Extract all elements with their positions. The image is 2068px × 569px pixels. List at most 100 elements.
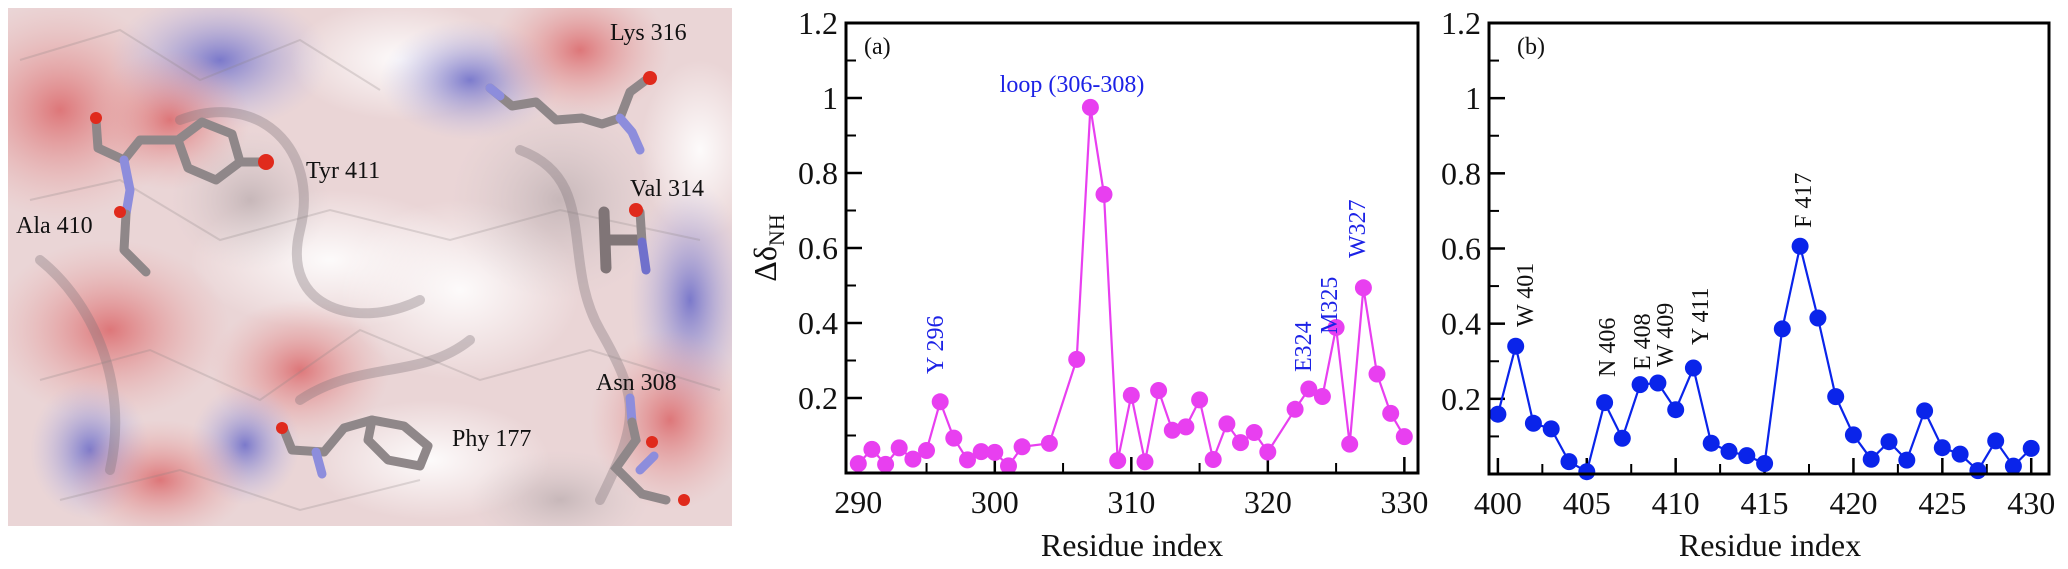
data-point: [1684, 359, 1702, 377]
y-tick-label: 0.8: [798, 155, 838, 191]
y-tick-label: 1: [822, 80, 838, 116]
tyr411-ala410-stick: [90, 112, 274, 277]
annotation-n406: N 406: [1595, 318, 1621, 377]
data-point: [1773, 320, 1791, 338]
annotation-f417: F 417: [1791, 173, 1817, 228]
data-point: [1880, 433, 1898, 451]
chart-b-annotations: W 401 N 406 E 408 W 409 Y 411 F 417: [1513, 173, 1817, 377]
data-point: [1738, 447, 1756, 465]
x-tick-label: 405: [1563, 485, 1611, 521]
data-point: [918, 442, 935, 459]
residue-label-tyr411: Tyr 411: [306, 158, 380, 184]
data-point: [1245, 424, 1263, 441]
y-tick-label: 0.2: [1441, 381, 1481, 417]
data-point: [1204, 451, 1222, 468]
data-point: [1327, 319, 1345, 336]
y-axis-title-subscript: NH: [764, 214, 789, 246]
annotation-w327: W327: [1345, 199, 1371, 258]
val314-stick: [598, 203, 651, 275]
residue-label-asn308: Asn 308: [596, 370, 677, 396]
data-point: [1163, 421, 1181, 439]
residue-label-phy177: Phy 177: [452, 426, 531, 452]
y-tick-label: 0.8: [1441, 155, 1481, 191]
data-point: [1354, 279, 1372, 297]
chart-b-panel-label: (b): [1517, 34, 1545, 60]
data-point: [1507, 337, 1525, 355]
data-point: [1969, 462, 1987, 480]
x-tick-label: 310: [1107, 484, 1155, 520]
chart-a-panel-label: (a): [864, 34, 891, 60]
data-point: [1122, 386, 1140, 404]
y-tick-label: 0.4: [1441, 306, 1481, 342]
chart-a-plot-frame: [844, 21, 1420, 475]
chart-a-y-axis-title: ΔδNH: [747, 214, 789, 282]
data-point: [1827, 388, 1845, 406]
data-point: [1667, 401, 1685, 419]
data-point: [1933, 439, 1951, 457]
data-point: [1109, 452, 1127, 470]
data-point: [904, 450, 922, 468]
data-point: [1524, 414, 1542, 432]
y-tick-label: 0.4: [798, 305, 838, 341]
x-tick-label: 330: [1380, 484, 1428, 520]
x-tick-label: 420: [1829, 485, 1877, 521]
chart-b-series: [1489, 237, 2040, 481]
series-line: [1496, 245, 2032, 474]
x-tick-label: 320: [1244, 484, 1292, 520]
data-point: [1631, 376, 1649, 394]
annotation-y411: Y 411: [1688, 287, 1714, 345]
data-point: [986, 443, 1004, 461]
data-point: [1916, 402, 1934, 420]
data-point: [1040, 434, 1058, 452]
data-point: [1596, 394, 1614, 412]
phy177-stick: [276, 415, 433, 479]
x-tick-label: 300: [971, 484, 1019, 520]
y-tick-label: 1.2: [1441, 5, 1481, 41]
chart-b-x-axis-title: Residue index: [1679, 527, 1861, 563]
y-tick-label: 1.2: [798, 5, 838, 41]
data-point: [972, 443, 990, 461]
data-point: [1300, 380, 1318, 398]
y-tick-label: 0.2: [798, 380, 838, 416]
annotation-m325: M325: [1317, 277, 1343, 334]
data-point: [1862, 450, 1880, 468]
data-point: [1000, 457, 1017, 475]
data-point: [1649, 374, 1667, 392]
data-point: [1068, 350, 1086, 368]
data-point: [1951, 445, 1969, 463]
annotation-e324: E324: [1291, 321, 1317, 372]
data-point: [1286, 400, 1304, 418]
data-point: [1232, 434, 1249, 452]
x-tick-label: 425: [1918, 485, 1966, 521]
data-point: [1560, 453, 1578, 471]
annotation-y296: Y 296: [923, 316, 949, 374]
chart-a-series: [849, 98, 1413, 475]
x-tick-label: 400: [1474, 485, 1522, 521]
protein-surface-image: Lys 316 Tyr 411 Val 314 Ala 410 Asn 308 …: [8, 8, 732, 526]
data-point: [945, 429, 963, 447]
data-point: [2022, 439, 2040, 457]
annotation-e408: E 408: [1630, 313, 1656, 370]
data-point: [931, 393, 949, 411]
data-point: [1095, 185, 1113, 203]
data-point: [1259, 443, 1277, 461]
residue-label-ala410: Ala 410: [16, 213, 93, 239]
data-point: [1218, 415, 1236, 433]
annotation-w401: W 401: [1513, 263, 1539, 327]
data-point: [1578, 463, 1596, 481]
x-tick-label: 290: [834, 484, 882, 520]
chart-a: 290 300 310 320 330 0.2 0.4 0.6 0.8 1 1.2 (a) Resi…: [747, 5, 1428, 563]
chart-a-annotations: loop (306-308) Y 296 E324 M325 W327: [923, 72, 1371, 374]
data-point: [1368, 365, 1386, 383]
x-tick-label: 410: [1652, 485, 1700, 521]
chart-b: 400 405 410 415 420 425 430 0.2 0.4 0.6 0.8 1 1.2 (b…: [1441, 5, 2055, 563]
data-point: [1720, 442, 1738, 460]
data-point: [1542, 420, 1560, 438]
x-tick-label: 415: [1741, 485, 1789, 521]
data-point: [1382, 404, 1400, 422]
data-point: [1341, 435, 1359, 453]
data-point: [890, 439, 908, 457]
data-point: [1191, 391, 1209, 409]
data-point: [1898, 451, 1916, 469]
